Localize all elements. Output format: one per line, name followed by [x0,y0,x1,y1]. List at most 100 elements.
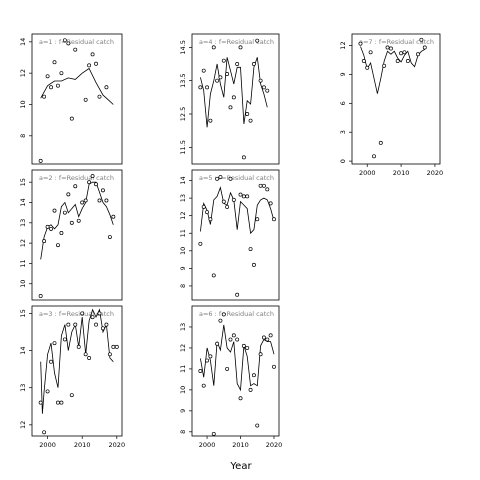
data-point [422,45,427,50]
data-point [261,183,266,188]
data-point [62,38,67,43]
y-tick-label: 12.5 [179,107,187,121]
data-point [97,198,102,203]
data-point [265,187,270,192]
data-point [111,344,116,349]
data-point [45,224,50,229]
y-tick-label: 11 [179,229,187,237]
data-point [104,198,109,203]
data-point [73,47,78,52]
data-point [228,105,233,110]
y-tick-label: 15 [19,309,27,317]
data-point [221,312,226,317]
panel-6: a=6 : f=Residual catch 8 9 10 11 12 13 2000 2010… [179,305,282,449]
panel-5: a=5 : f=Residual catch 8 9 10 11 12 13 14 [179,169,280,301]
data-point [221,199,226,204]
data-point [385,45,390,50]
y-tick-label: 12 [339,41,347,49]
data-point [42,94,47,99]
data-point [42,239,47,244]
data-point [69,116,74,121]
y-tick-label: 6 [339,101,347,105]
data-point [228,176,233,181]
data-point [238,45,243,50]
data-point [52,60,57,65]
data-point [76,344,81,349]
data-point [198,85,203,90]
panel-3: a=3 : f=Residual catch 12 13 14 15 2000 2010 20… [19,305,125,449]
data-point [87,356,92,360]
data-point [388,46,393,51]
panel-frame [191,305,280,437]
data-point [198,241,203,246]
data-point [59,71,64,76]
data-point [83,352,88,357]
data-point [225,204,230,209]
data-point [38,293,43,298]
y-tick-label: 11 [19,259,27,267]
y-tick-label: 11 [179,365,187,373]
data-point [83,97,88,102]
data-point [211,45,216,50]
panel-title: a=5 : f=Residual catch [199,174,274,182]
data-point [248,118,253,123]
data-point [49,359,53,364]
y-tick-label: 14 [19,346,27,354]
data-point [225,366,230,371]
y-tick-label: 12 [179,212,187,220]
y-tick-label: 13.5 [179,73,187,87]
y-tick-label: 12 [19,69,27,77]
x-tick-label: 2010 [232,441,249,449]
fit-line [200,57,268,128]
data-point [225,72,230,76]
data-point [238,396,243,401]
data-point [38,400,43,405]
x-tick-label: 2000 [199,441,216,449]
y-tick-label: 13 [179,194,187,202]
data-point [261,85,266,90]
fit-line [200,324,275,392]
data-point [69,393,74,398]
data-point [402,50,407,55]
y-tick-label: 10 [179,386,187,394]
y-tick-label: 9 [339,72,347,76]
data-point [97,94,102,99]
data-point [87,180,92,185]
data-point [238,192,243,197]
data-point [261,335,266,340]
data-point [255,38,260,43]
panel-frame [31,33,123,165]
data-point [80,200,85,205]
data-point [211,431,216,436]
data-point [272,364,276,369]
data-point [265,88,270,93]
data-point [94,322,98,327]
data-point [66,192,71,197]
fit-line [200,186,275,235]
data-point [107,352,112,357]
data-point [218,75,223,80]
y-tick-label: 14 [19,38,27,46]
data-point [231,197,236,202]
y-tick-label: 11.5 [179,140,187,154]
data-point [382,63,387,68]
y-tick-label: 9 [179,266,187,270]
y-tick-label: 8 [179,284,187,288]
data-point [251,262,256,267]
data-point [255,217,260,222]
x-axis-label: Year [229,461,252,472]
data-point [241,155,246,160]
data-point [205,85,210,90]
y-tick-label: 10 [19,100,27,108]
y-tick-label: 3 [339,130,347,134]
data-point [101,188,105,193]
data-point [104,85,109,90]
data-point [90,52,95,57]
data-point [221,58,226,63]
data-point [38,158,43,163]
x-tick-label: 2010 [74,441,91,449]
data-point [231,333,236,338]
data-point [215,176,220,181]
